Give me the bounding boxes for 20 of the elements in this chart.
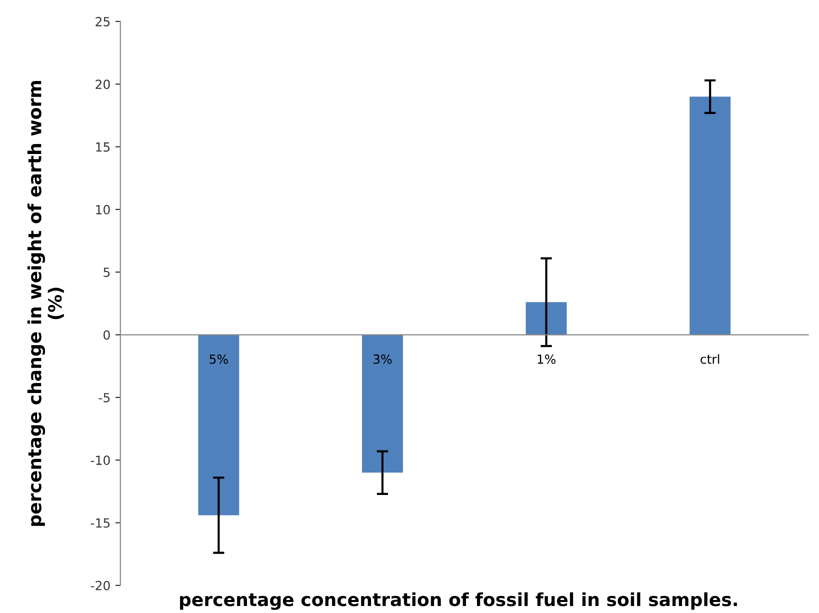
y-tick-label: 15 bbox=[96, 142, 110, 152]
y-tick-label: 10 bbox=[96, 204, 110, 214]
y-tick-label: -20 bbox=[90, 580, 110, 590]
y-tick-label: -10 bbox=[90, 456, 110, 466]
bar bbox=[526, 302, 567, 335]
y-tick-label: 5 bbox=[104, 268, 110, 278]
bar bbox=[362, 334, 403, 473]
x-tick-label: ctrl bbox=[700, 354, 720, 364]
y-tick-label: 0 bbox=[104, 330, 110, 340]
y-tick-label: -5 bbox=[98, 393, 110, 402]
x-tick-label: 1% bbox=[538, 354, 556, 364]
y-tick-label: 20 bbox=[96, 80, 110, 90]
bar bbox=[690, 96, 731, 335]
x-axis-title: percentage concentration of fossil fuel in soil samples. bbox=[180, 592, 737, 610]
x-tick-label: 3% bbox=[374, 354, 392, 364]
y-axis-title: percentage change in weight of earth worm (%) bbox=[27, 80, 64, 526]
y-tick-label: 25 bbox=[96, 16, 110, 26]
x-tick-label: 5% bbox=[210, 354, 228, 364]
bar bbox=[198, 334, 240, 516]
y-tick-label: -15 bbox=[90, 518, 110, 528]
